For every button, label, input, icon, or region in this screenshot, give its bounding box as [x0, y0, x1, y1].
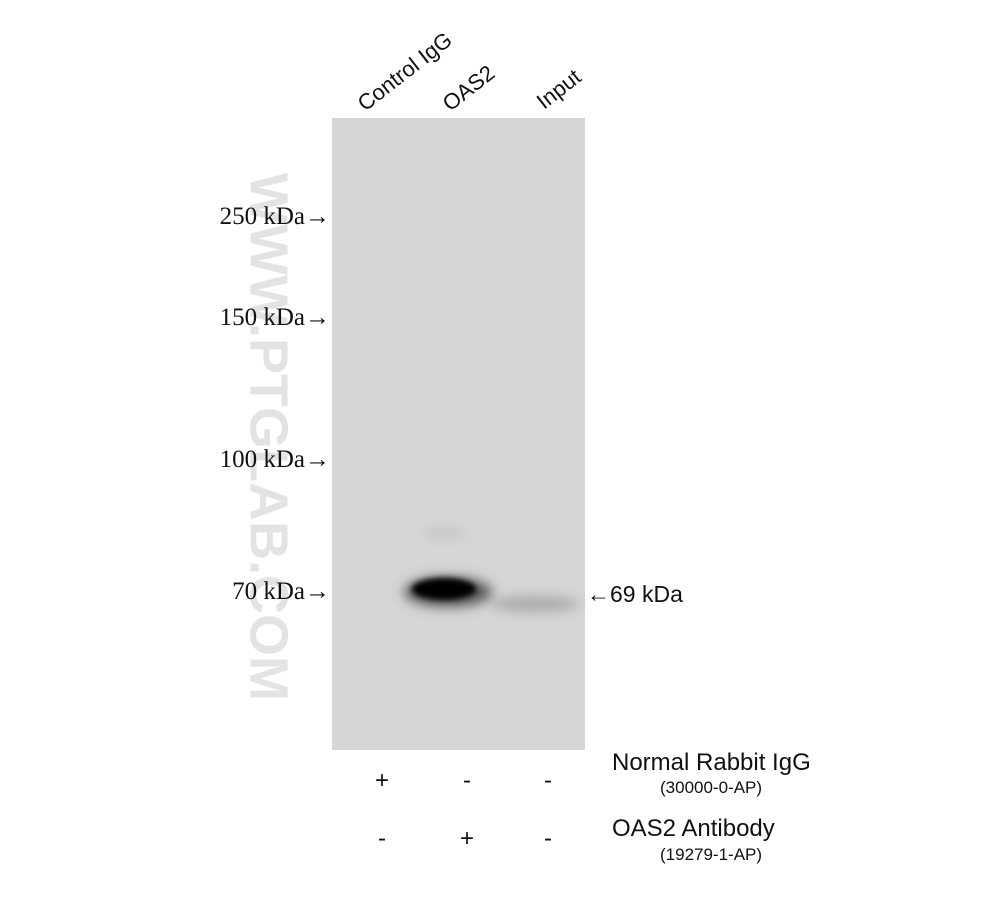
lane-label: OAS2 — [438, 60, 500, 116]
marker-label: 70 kDa→ — [232, 578, 330, 605]
marker-label: 250 kDa→ — [220, 203, 330, 230]
lane-label: Control IgG — [353, 27, 457, 116]
treatment-sign: + — [460, 825, 474, 852]
treatment-name: OAS2 Antibody — [612, 815, 775, 842]
lane-label: Input — [532, 64, 586, 114]
marker-label: 100 kDa→ — [220, 446, 330, 473]
treatment-sign: + — [375, 767, 389, 794]
blot-membrane — [332, 118, 585, 750]
watermark: WWW.PTGLAB.COM — [239, 173, 299, 701]
treatment-sign: - — [544, 767, 552, 794]
band-label: ←69 kDa — [587, 581, 683, 607]
catalog-number: (19279-1-AP) — [660, 845, 762, 864]
treatment-sign: - — [544, 825, 552, 852]
marker-label: 150 kDa→ — [220, 304, 330, 331]
treatments: Normal Rabbit IgG (30000-0-AP) + - - OAS2 Ant… — [375, 749, 811, 864]
input-band — [490, 596, 580, 612]
treatment-sign: - — [378, 825, 386, 852]
oas2-band — [412, 578, 476, 600]
catalog-number: (30000-0-AP) — [660, 778, 762, 797]
treatment-sign: - — [463, 767, 471, 794]
faint-band — [423, 527, 467, 539]
treatment-name: Normal Rabbit IgG — [612, 749, 811, 776]
